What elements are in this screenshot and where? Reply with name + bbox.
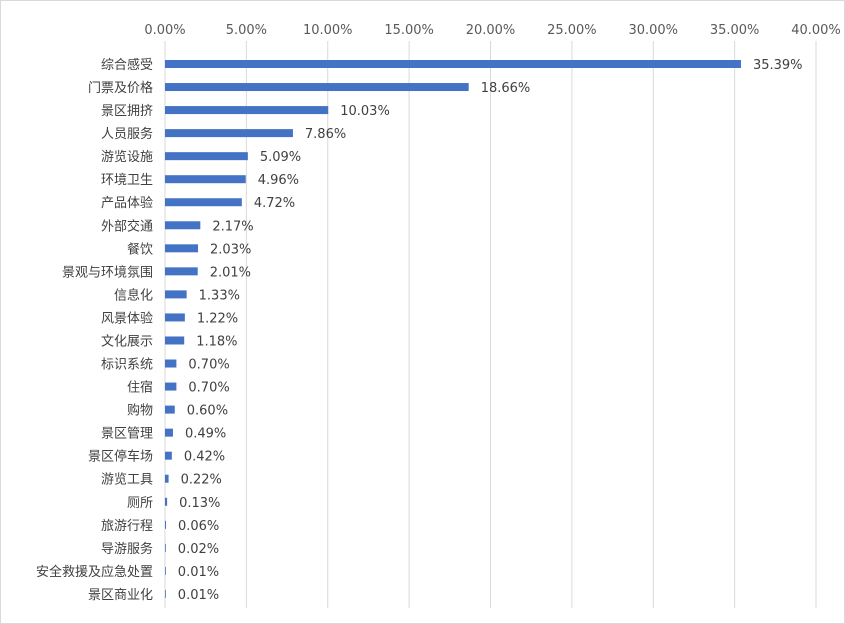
- x-tick-label: 25.00%: [547, 23, 597, 38]
- data-label: 0.70%: [188, 358, 229, 373]
- data-label: 18.66%: [481, 81, 531, 96]
- bar: [165, 382, 177, 391]
- bar: [165, 152, 248, 161]
- category-label: 导游服务: [101, 541, 153, 557]
- bar: [165, 520, 166, 529]
- bars: [165, 60, 741, 598]
- x-tick-label: 30.00%: [628, 23, 678, 38]
- bar: [165, 83, 469, 92]
- bar: [165, 474, 169, 483]
- category-label: 景区拥挤: [101, 104, 153, 119]
- data-label: 7.86%: [305, 127, 346, 142]
- data-label: 1.22%: [197, 311, 238, 326]
- x-tick-label: 20.00%: [466, 23, 516, 38]
- bar: [165, 566, 166, 575]
- bar: [165, 267, 198, 276]
- data-labels: 35.39%18.66%10.03%7.86%5.09%4.96%4.72%2.…: [178, 58, 803, 603]
- bar: [165, 359, 177, 368]
- x-tick-label: 0.00%: [144, 23, 185, 38]
- category-label: 人员服务: [101, 126, 153, 142]
- category-label: 购物: [127, 403, 153, 419]
- data-label: 0.22%: [181, 473, 222, 488]
- x-axis-ticks: 0.00% 5.00% 10.00% 15.00% 20.00% 25.00% 30.00%…: [144, 23, 840, 38]
- data-label: 5.09%: [260, 150, 301, 165]
- bar: [165, 405, 175, 414]
- x-tick-label: 40.00%: [791, 23, 841, 38]
- data-label: 0.13%: [179, 496, 220, 511]
- category-label: 信息化: [114, 287, 153, 303]
- data-label: 4.96%: [258, 173, 299, 188]
- category-label: 住宿: [127, 380, 153, 396]
- data-label: 2.17%: [212, 219, 253, 234]
- bar: [165, 451, 172, 460]
- bar: [165, 589, 166, 598]
- bar: [165, 543, 166, 552]
- category-label: 外部交通: [101, 218, 153, 234]
- category-label: 环境卫生: [101, 173, 153, 188]
- bar: [165, 313, 185, 322]
- category-label: 综合感受: [101, 57, 153, 73]
- data-label: 0.49%: [185, 427, 226, 442]
- x-tick-label: 10.00%: [303, 23, 353, 38]
- bar: [165, 129, 293, 138]
- bar: [165, 175, 246, 184]
- data-label: 10.03%: [340, 104, 390, 119]
- category-labels: 综合感受门票及价格景区拥挤人员服务游览设施环境卫生产品体验外部交通餐饮景观与环境…: [36, 57, 153, 603]
- category-label: 风景体验: [101, 310, 153, 326]
- bar: [165, 428, 173, 437]
- data-label: 0.01%: [178, 565, 219, 580]
- data-label: 4.72%: [254, 196, 295, 211]
- data-label: 1.18%: [196, 334, 237, 349]
- category-label: 游览工具: [101, 472, 153, 488]
- bar: [165, 244, 199, 253]
- bar: [165, 497, 168, 506]
- category-label: 景观与环境氛围: [62, 265, 153, 280]
- bar: [165, 336, 185, 345]
- data-label: 2.03%: [210, 242, 251, 257]
- data-label: 0.06%: [178, 519, 219, 534]
- x-tick-label: 5.00%: [226, 23, 267, 38]
- data-label: 1.33%: [199, 288, 240, 303]
- category-label: 标识系统: [101, 358, 153, 373]
- category-label: 文化展示: [101, 334, 153, 349]
- category-label: 安全救援及应急处置: [36, 564, 153, 580]
- bar: [165, 290, 187, 299]
- category-label: 游览设施: [101, 149, 153, 165]
- data-label: 0.60%: [187, 404, 228, 419]
- category-label: 厕所: [127, 496, 153, 511]
- x-tick-label: 35.00%: [710, 23, 760, 38]
- bar: [165, 106, 329, 115]
- data-label: 0.42%: [184, 450, 225, 465]
- data-label: 0.70%: [188, 381, 229, 396]
- category-label: 景区停车场: [88, 449, 153, 465]
- data-label: 2.01%: [210, 265, 251, 280]
- gridlines: [164, 41, 817, 608]
- category-label: 旅游行程: [101, 519, 153, 534]
- bar: [165, 198, 242, 207]
- category-label: 门票及价格: [88, 80, 153, 96]
- bar: [165, 60, 741, 68]
- category-label: 产品体验: [101, 195, 153, 211]
- bar: [165, 221, 201, 230]
- data-label: 0.02%: [178, 542, 219, 557]
- category-label: 景区管理: [101, 427, 153, 442]
- x-tick-label: 15.00%: [384, 23, 434, 38]
- category-label: 景区商业化: [88, 588, 153, 603]
- data-label: 35.39%: [753, 58, 803, 73]
- data-label: 0.01%: [178, 588, 219, 603]
- category-label: 餐饮: [127, 241, 153, 257]
